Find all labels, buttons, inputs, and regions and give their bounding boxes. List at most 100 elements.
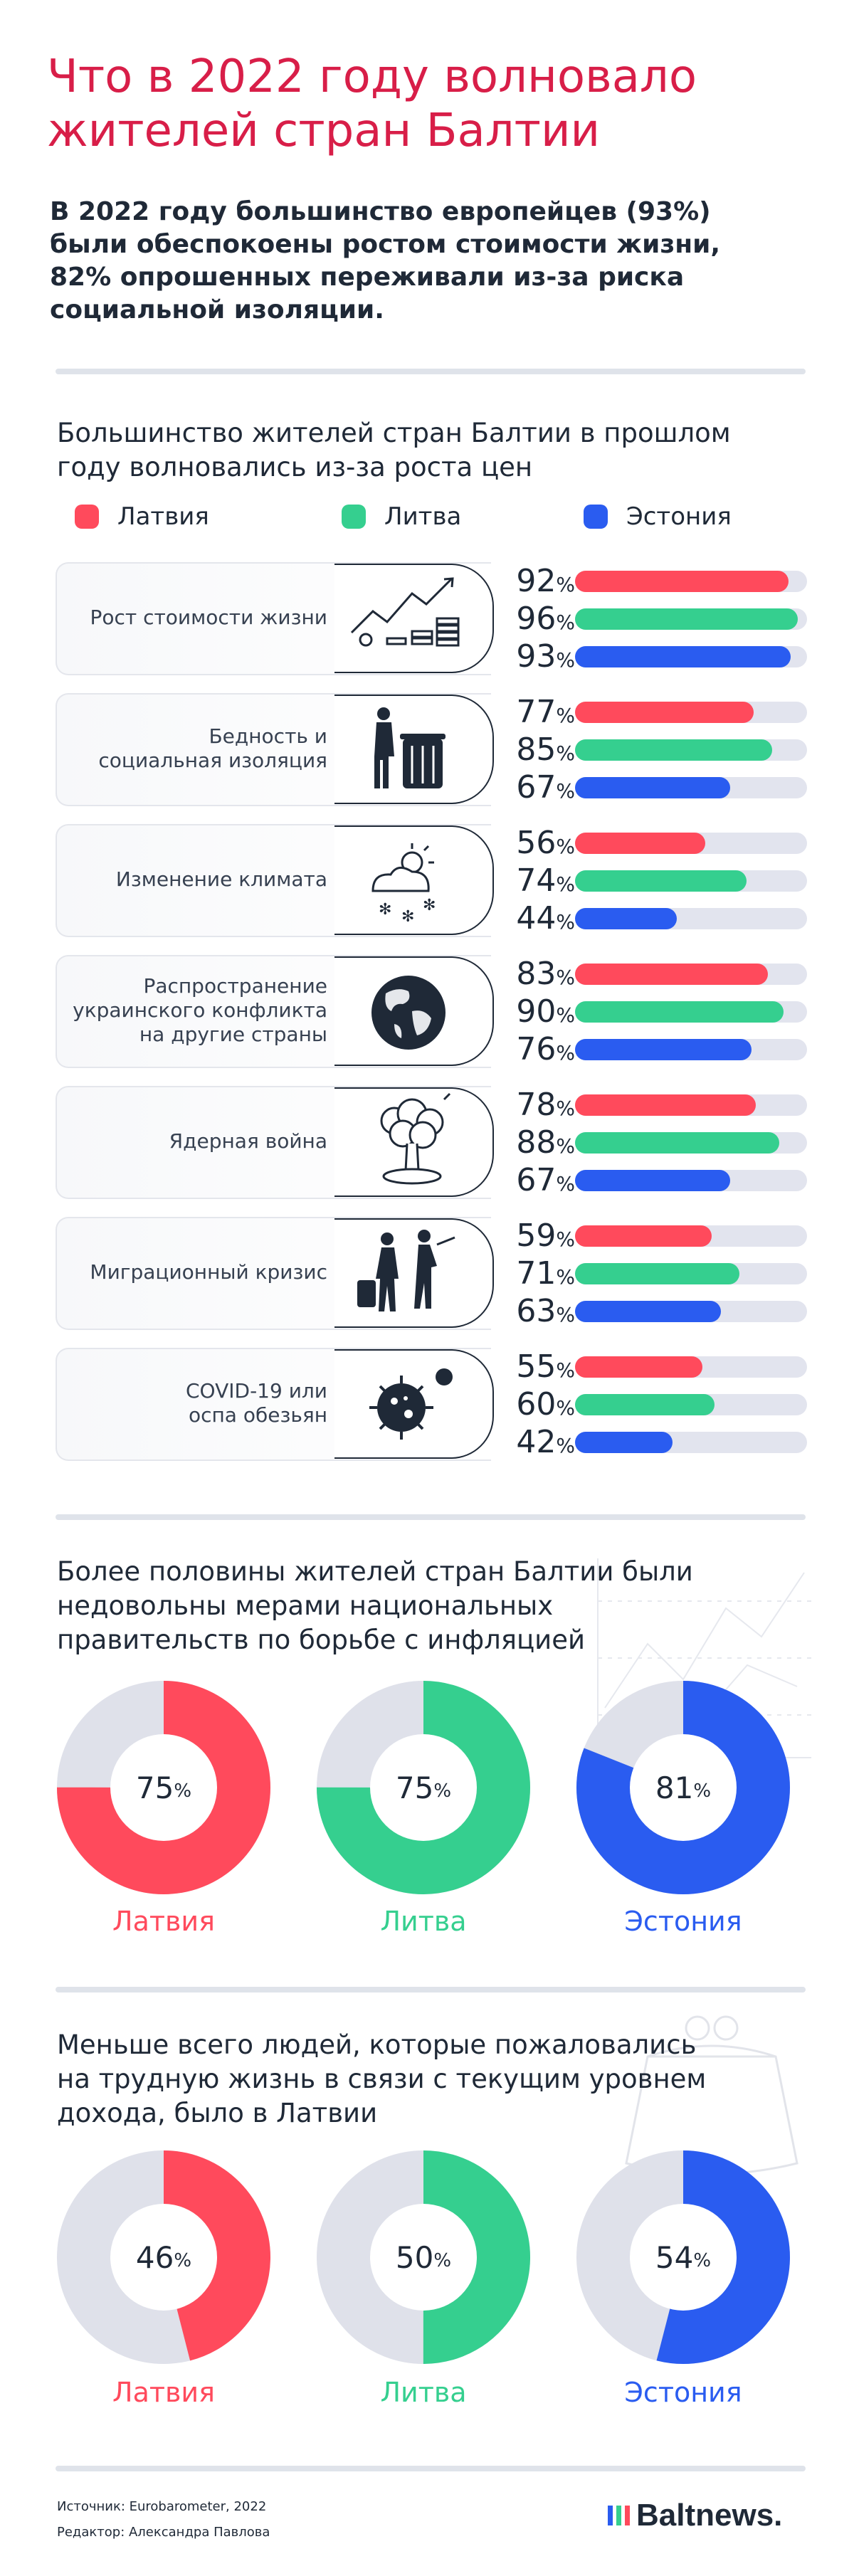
donut-lithuania: 75% [317,1681,530,1894]
data-label: 74% [516,862,575,899]
bar-latvia [575,571,789,592]
source-text: Источник: Eurobarometer, 2022 [57,2499,267,2514]
bar-track [575,870,807,892]
donut-slice [317,1681,530,1894]
bar-track [575,964,807,985]
bar-track [575,571,807,592]
bar-estonia [575,908,678,929]
icon-card [334,564,494,673]
bar-track [575,1132,807,1154]
data-label: 56% [516,825,575,861]
donut-value: 75% [370,1734,477,1841]
bar-track [575,908,807,929]
bar-lithuania [575,1001,784,1023]
bar-track [575,1225,807,1247]
bar-lithuania [575,1263,740,1284]
svg-text:✻: ✻ [423,897,436,914]
svg-text:✻: ✻ [379,901,391,919]
data-label: 88% [516,1124,575,1161]
category-label: Рост стоимости жизни [90,606,327,629]
data-label: 71% [516,1255,575,1292]
bar-track [575,1356,807,1378]
data-label: 63% [516,1293,575,1329]
donut-slice [576,1681,790,1894]
bar-track [575,702,807,723]
bar-track [575,1394,807,1415]
bar-latvia [575,702,754,723]
brand-logo: Baltnews. [606,2498,782,2533]
bar-lithuania [575,870,747,892]
bar-track [575,833,807,854]
donut-country-label: Литва [380,2377,467,2408]
bar-track [575,1301,807,1322]
bar-track [575,608,807,630]
category-label: Распространение украинского конфликта на д… [73,974,327,1046]
bar-track [575,646,807,667]
legend-estonia: Эстония [584,502,732,531]
poverty-icon [374,707,446,788]
svg-text:✻: ✻ [401,908,414,926]
bar-track [575,777,807,798]
bar-estonia [575,1301,722,1322]
donut-latvia: 46% [57,2150,270,2364]
data-label: 60% [516,1386,575,1422]
donut-country-label: Литва [380,1906,467,1937]
bar-lithuania [575,1132,779,1154]
legend-estonia-swatch [584,505,608,529]
category-label: Бедность и социальная изоляция [98,724,327,772]
data-label: 85% [516,732,575,768]
globe-icon [371,976,446,1050]
climate-icon: ✻ ✻ ✻ [371,843,436,926]
data-label: 96% [516,601,575,637]
icon-card [334,695,494,804]
legend-estonia-label: Эстония [626,502,732,531]
donut-value: 46% [110,2204,217,2311]
money-growth-icon [350,577,460,647]
editor-text: Редактор: Александра Павлова [57,2525,270,2540]
icon-card [334,1087,494,1197]
legend-lithuania: Литва [342,502,461,531]
bar-track [575,739,807,761]
donut-slice [576,2150,790,2364]
category-label: Ядерная война [169,1129,327,1153]
donut-slice [317,2150,530,2364]
divider [56,2466,806,2471]
donut-slice [57,1681,270,1894]
icon-card [334,1349,494,1459]
data-label: 67% [516,769,575,806]
bar-estonia [575,646,791,667]
virus-icon [369,1368,453,1440]
data-label: 77% [516,694,575,730]
data-label: 55% [516,1348,575,1385]
bar-estonia [575,777,731,798]
category-label: Миграционный кризис [90,1260,327,1284]
bar-track [575,1432,807,1453]
bar-track [575,1039,807,1060]
bar-latvia [575,964,768,985]
donut-country-label: Латвия [112,2377,215,2408]
bar-estonia [575,1432,673,1453]
migrants-icon [357,1230,455,1311]
donut-estonia: 81% [576,1681,790,1894]
icon-card: ✻ ✻ ✻ [334,825,494,935]
bar-lithuania [575,739,773,761]
bar-latvia [575,1225,712,1247]
donut-estonia: 54% [576,2150,790,2364]
category-label: Изменение климата [115,867,327,891]
brand-name: Baltnews. [636,2498,783,2533]
legend-latvia-label: Латвия [117,502,209,531]
brand-logo-icon [608,2506,630,2525]
section-inflation-title: Более половины жителей стран Балтии были… [57,1556,693,1655]
bar-lithuania [575,1394,715,1415]
intro-text: В 2022 году большинство европейцев (93%)… [50,197,721,324]
data-label: 76% [516,1031,575,1067]
bar-track [575,1170,807,1191]
data-label: 83% [516,956,575,992]
bar-estonia [575,1039,752,1060]
bar-track [575,1094,807,1116]
section-bars-title: Большинство жителей стран Балтии в прошл… [57,418,731,482]
data-label: 59% [516,1218,575,1254]
donut-value: 81% [630,1734,737,1841]
donut-value: 75% [110,1734,217,1841]
donut-value: 50% [370,2204,477,2311]
